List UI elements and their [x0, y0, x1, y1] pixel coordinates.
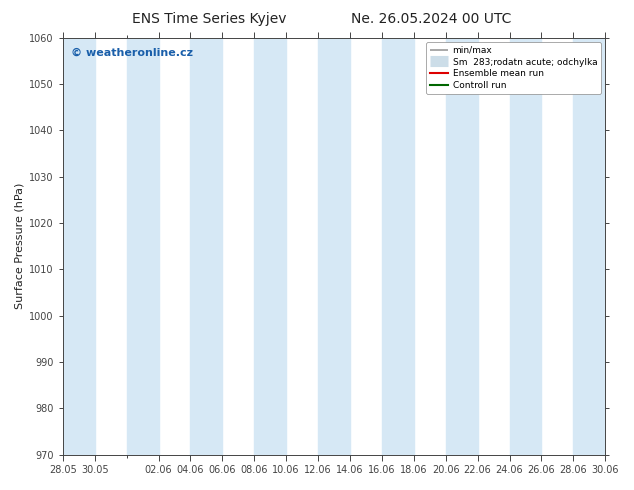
Bar — [573, 38, 605, 455]
Text: © weatheronline.cz: © weatheronline.cz — [71, 48, 193, 58]
Y-axis label: Surface Pressure (hPa): Surface Pressure (hPa) — [15, 183, 25, 309]
Bar — [510, 38, 541, 455]
Bar — [127, 38, 158, 455]
Bar — [190, 38, 223, 455]
Bar — [382, 38, 414, 455]
Bar — [63, 38, 94, 455]
Text: ENS Time Series Kyjev: ENS Time Series Kyjev — [132, 12, 287, 26]
Bar — [254, 38, 286, 455]
Bar — [446, 38, 477, 455]
Bar — [318, 38, 350, 455]
Legend: min/max, Sm  283;rodatn acute; odchylka, Ensemble mean run, Controll run: min/max, Sm 283;rodatn acute; odchylka, … — [426, 42, 601, 94]
Text: Ne. 26.05.2024 00 UTC: Ne. 26.05.2024 00 UTC — [351, 12, 511, 26]
